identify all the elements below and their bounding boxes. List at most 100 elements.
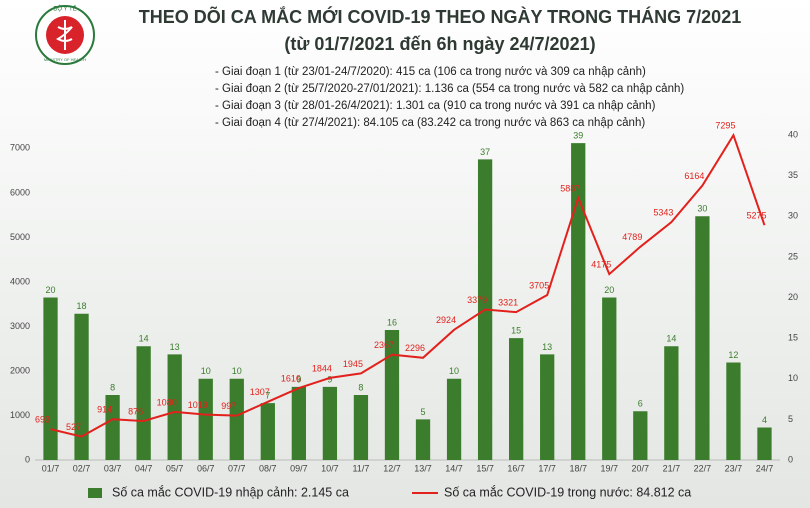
line-label: 527 bbox=[66, 422, 81, 432]
legend-swatch bbox=[88, 488, 102, 498]
logo-symbol bbox=[55, 20, 73, 50]
bar bbox=[74, 313, 89, 460]
bar-label: 10 bbox=[201, 366, 211, 376]
bar-label: 12 bbox=[728, 350, 738, 360]
y-tick-label: 5000 bbox=[10, 232, 30, 242]
bar bbox=[229, 378, 244, 460]
x-tick-label: 16/7 bbox=[507, 463, 525, 473]
legend-label: Số ca mắc COVID-19 trong nước: 84.812 ca bbox=[444, 484, 691, 499]
x-tick-label: 06/7 bbox=[197, 463, 215, 473]
chart-subtitle: (từ 01/7/2021 đến 6h ngày 24/7/2021) bbox=[284, 34, 595, 54]
line-label: 876 bbox=[128, 406, 143, 416]
line-label: 2367 bbox=[374, 340, 394, 350]
x-tick-label: 21/7 bbox=[663, 463, 681, 473]
note: - Giai đoạn 2 (từ 25/7/2020-27/01/2021):… bbox=[215, 83, 684, 95]
bar-label: 20 bbox=[46, 285, 56, 295]
bar-label: 14 bbox=[666, 334, 676, 344]
chart-title: THEO DÕI CA MẮC MỚI COVID-19 THEO NGÀY T… bbox=[139, 6, 741, 27]
x-tick-label: 20/7 bbox=[632, 463, 650, 473]
bar-label: 10 bbox=[232, 366, 242, 376]
bar bbox=[43, 297, 58, 460]
y2-tick-label: 10 bbox=[788, 373, 798, 383]
bar bbox=[384, 330, 400, 460]
bar-label: 14 bbox=[139, 334, 149, 344]
bar-label: 6 bbox=[638, 399, 643, 409]
y2-tick-label: 20 bbox=[788, 292, 798, 302]
y2-tick-label: 25 bbox=[788, 251, 798, 261]
bar bbox=[509, 338, 524, 460]
bar-label: 5 bbox=[421, 407, 426, 417]
bar-label: 9 bbox=[327, 374, 332, 384]
y-tick-label: 6000 bbox=[10, 187, 30, 197]
line-label: 1844 bbox=[312, 363, 332, 373]
line-label: 1019 bbox=[188, 400, 208, 410]
x-tick-label: 02/7 bbox=[73, 463, 91, 473]
bar-label: 15 bbox=[511, 326, 521, 336]
bar bbox=[571, 143, 586, 460]
x-tick-label: 14/7 bbox=[445, 463, 463, 473]
bar bbox=[353, 395, 369, 460]
note: - Giai đoạn 4 (từ 27/4/2021): 84.105 ca … bbox=[215, 117, 645, 129]
line-label: 7295 bbox=[715, 121, 735, 131]
line-label: 3321 bbox=[498, 298, 518, 308]
bar-label: 8 bbox=[110, 382, 115, 392]
x-tick-label: 11/7 bbox=[353, 463, 370, 473]
bar-label: 13 bbox=[170, 342, 180, 352]
bar-label: 9 bbox=[296, 374, 301, 384]
x-tick-label: 15/7 bbox=[476, 463, 494, 473]
y-tick-label: 1000 bbox=[10, 410, 30, 420]
bar bbox=[291, 386, 306, 460]
x-tick-label: 13/7 bbox=[414, 463, 432, 473]
x-tick-label: 08/7 bbox=[259, 463, 277, 473]
bar-label: 30 bbox=[697, 204, 707, 214]
bar bbox=[695, 216, 710, 460]
bar bbox=[664, 346, 679, 460]
bar bbox=[726, 362, 741, 460]
bar bbox=[167, 354, 182, 460]
y2-tick-label: 35 bbox=[788, 170, 798, 180]
note: - Giai đoạn 3 (từ 28/01-26/4/2021): 1.30… bbox=[215, 100, 656, 112]
bar-label: 39 bbox=[573, 131, 583, 141]
x-tick-label: 18/7 bbox=[569, 463, 587, 473]
line-label: 4789 bbox=[622, 232, 642, 242]
x-tick-label: 24/7 bbox=[756, 463, 774, 473]
line-label: 1080 bbox=[157, 397, 177, 407]
bar-label: 4 bbox=[762, 415, 767, 425]
x-tick-label: 09/7 bbox=[290, 463, 308, 473]
bar-label: 8 bbox=[358, 382, 363, 392]
line-label: 3705 bbox=[529, 280, 549, 290]
line-label: 6164 bbox=[684, 171, 704, 181]
x-tick-label: 07/7 bbox=[228, 463, 246, 473]
x-tick-label: 03/7 bbox=[104, 463, 122, 473]
bar bbox=[540, 354, 555, 460]
line-label: 693 bbox=[35, 415, 50, 425]
bar bbox=[322, 386, 338, 460]
line-label: 914 bbox=[97, 405, 112, 415]
x-tick-label: 04/7 bbox=[135, 463, 153, 473]
line-label: 2924 bbox=[436, 315, 456, 325]
bar bbox=[633, 411, 648, 460]
y-tick-label: 3000 bbox=[10, 321, 30, 331]
bar bbox=[136, 346, 151, 460]
line-label: 4175 bbox=[591, 260, 611, 270]
logo-bottom: MINISTRY OF HEALTH bbox=[44, 57, 86, 62]
line-label: 3379 bbox=[467, 295, 487, 305]
bar-label: 16 bbox=[387, 317, 397, 327]
line-label: 5343 bbox=[653, 208, 673, 218]
line-label: 997 bbox=[221, 401, 236, 411]
bar-label: 20 bbox=[604, 285, 614, 295]
y-tick-label: 7000 bbox=[10, 143, 30, 153]
y2-tick-label: 30 bbox=[788, 211, 798, 221]
bar-label: 13 bbox=[542, 342, 552, 352]
bar bbox=[415, 419, 431, 460]
y2-tick-label: 40 bbox=[788, 129, 798, 139]
bar-label: 7 bbox=[265, 391, 270, 401]
bar bbox=[105, 395, 120, 460]
line-label: 2296 bbox=[405, 343, 425, 353]
line-label: 1616 bbox=[281, 373, 301, 383]
bar-label: 37 bbox=[480, 147, 490, 157]
line-label: 1307 bbox=[250, 387, 270, 397]
y2-tick-label: 5 bbox=[788, 414, 793, 424]
line-label: 5275 bbox=[746, 211, 766, 221]
legend-label: Số ca mắc COVID-19 nhập cảnh: 2.145 ca bbox=[112, 484, 349, 499]
